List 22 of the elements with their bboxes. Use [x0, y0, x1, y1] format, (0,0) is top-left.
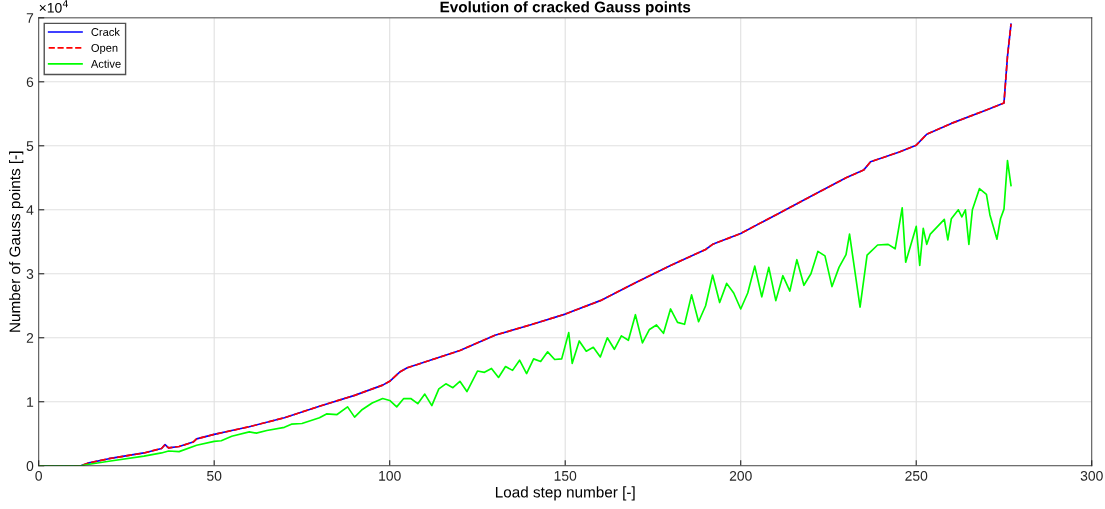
- legend-label: Open: [91, 44, 118, 55]
- text: ×10$^{4}$: [39, 0, 69, 13]
- y-tick-label: 0: [26, 461, 34, 471]
- chart-title: Evolution of cracked Gauss points: [440, 1, 691, 16]
- y-tick-label: 4: [26, 205, 34, 215]
- y-tick-label: 3: [26, 269, 34, 279]
- x-tick-label: 100: [379, 470, 401, 481]
- y-tick-label: 5: [26, 141, 34, 151]
- y-tick-label: 7: [26, 13, 34, 23]
- y-tick-label: 2: [26, 333, 34, 343]
- x-tick-label: 0: [35, 470, 42, 481]
- y-axis-title: Number of Gauss points [-]: [9, 151, 24, 332]
- legend-label: Active: [90, 59, 121, 68]
- y-tick-label: 1: [27, 397, 34, 407]
- x-tick-label: 300: [1080, 470, 1103, 481]
- x-axis-title: Load step number [-]: [495, 486, 635, 501]
- y-tick-label: 6: [26, 77, 34, 87]
- x-tick-label: 250: [905, 470, 928, 481]
- x-tick-label: 150: [554, 470, 577, 481]
- x-tick-label: 50: [207, 470, 222, 481]
- legend-label: Crack: [91, 27, 120, 36]
- x-tick-label: 200: [729, 470, 752, 481]
